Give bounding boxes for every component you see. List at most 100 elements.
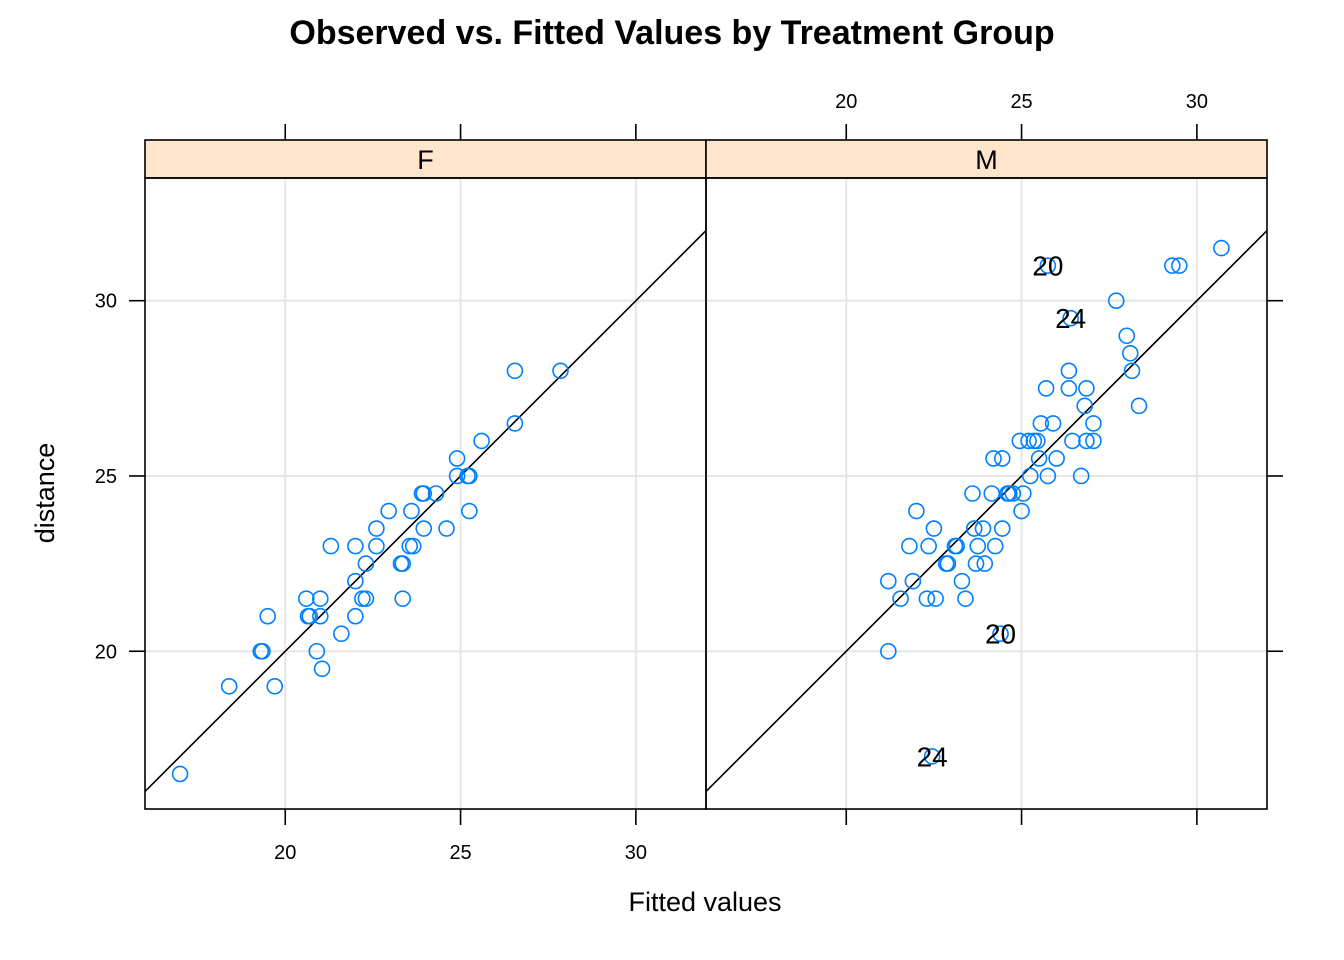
panel-border: [705, 177, 1268, 810]
data-point: [965, 520, 983, 537]
data-point: [461, 502, 478, 520]
data-point: [1130, 397, 1148, 415]
data-point: [220, 678, 238, 695]
data-point: [974, 520, 992, 537]
data-point: [473, 432, 490, 450]
data-point: [1030, 450, 1048, 467]
data-point: [964, 485, 981, 502]
data-point: [992, 625, 1009, 643]
data-point: [1078, 380, 1095, 397]
data-point: [1078, 432, 1095, 450]
data-point: [461, 467, 478, 485]
x-tick-label: 20: [835, 91, 857, 113]
data-point: [313, 660, 331, 678]
data-point: [506, 415, 524, 432]
data-point: [394, 555, 412, 572]
data-point: [1123, 362, 1141, 380]
data-point: [368, 537, 385, 555]
outlier-label: 20: [985, 619, 1016, 650]
data-point: [939, 555, 957, 572]
data-point: [1213, 239, 1230, 257]
outlier-label: 24: [917, 741, 948, 772]
data-point: [1060, 380, 1078, 397]
panel-f: F 20 25 30: [144, 124, 707, 864]
data-point: [380, 502, 397, 520]
data-point: [986, 537, 1004, 555]
data-point: [892, 590, 909, 607]
data-point: [1020, 432, 1037, 450]
data-point: [403, 502, 420, 520]
data-point: [957, 590, 974, 607]
data-point: [969, 537, 987, 555]
data-point: [415, 485, 433, 502]
data-point: [368, 520, 385, 537]
data-point: [333, 625, 350, 643]
data-point: [1060, 362, 1078, 380]
data-point: [1118, 327, 1136, 345]
x-tick-label: 30: [625, 842, 647, 864]
data-point: [357, 555, 375, 572]
data-point: [1164, 257, 1181, 274]
data-point: [993, 520, 1011, 537]
data-point: [1044, 415, 1062, 432]
data-point: [1171, 257, 1188, 274]
data-point: [1085, 432, 1102, 450]
data-point: [297, 590, 315, 607]
data-point: [1004, 485, 1022, 502]
data-point: [880, 642, 897, 660]
y-tick-label: 25: [95, 466, 117, 488]
data-point: [254, 642, 271, 660]
data-point: [1029, 432, 1046, 450]
data-point: [259, 607, 277, 625]
y-tick-label: 20: [95, 641, 117, 663]
data-point: [948, 537, 965, 555]
data-point: [1062, 309, 1079, 327]
x-tick-label: 30: [1186, 91, 1208, 113]
data-point: [357, 590, 375, 607]
data-point: [1037, 380, 1055, 397]
data-point: [985, 450, 1002, 467]
data-point: [347, 572, 364, 590]
data-point: [415, 520, 433, 537]
data-point: [1085, 415, 1102, 432]
data-point: [427, 485, 445, 502]
data-point: [925, 520, 943, 537]
data-point: [1072, 467, 1090, 485]
data-point: [438, 520, 455, 537]
reference-line: [145, 230, 706, 793]
data-point: [920, 537, 937, 555]
data-point: [404, 537, 422, 555]
data-point: [880, 572, 897, 590]
panel-m: 20 24 20 24 M 20 25 30: [705, 91, 1268, 825]
data-point: [1121, 344, 1139, 362]
chart-title: Observed vs. Fitted Values by Treatment …: [289, 14, 1054, 52]
x-tick-label: 25: [1010, 91, 1032, 113]
data-point: [918, 590, 936, 607]
data-point: [448, 467, 466, 485]
data-point: [923, 748, 941, 765]
data-point: [993, 450, 1011, 467]
x-tick-label: 25: [449, 842, 471, 864]
data-point: [1039, 257, 1057, 274]
data-point: [1022, 467, 1039, 485]
data-point: [1107, 292, 1125, 309]
data-point: [448, 450, 466, 467]
data-point: [967, 555, 985, 572]
data-point: [1076, 397, 1093, 415]
data-point: [347, 607, 364, 625]
data-point: [1064, 432, 1081, 450]
reference-line: [706, 230, 1267, 793]
data-point: [312, 607, 329, 625]
data-point: [171, 765, 189, 783]
data-point: [904, 572, 922, 590]
data-point: [552, 362, 569, 380]
outlier-label: 24: [1055, 303, 1086, 334]
data-point: [1015, 485, 1032, 502]
data-point: [266, 678, 284, 695]
data-point: [976, 555, 994, 572]
data-point: [1048, 450, 1065, 467]
data-point: [1011, 432, 1029, 450]
data-point: [308, 642, 326, 660]
data-point: [953, 572, 971, 590]
data-point: [312, 590, 329, 607]
